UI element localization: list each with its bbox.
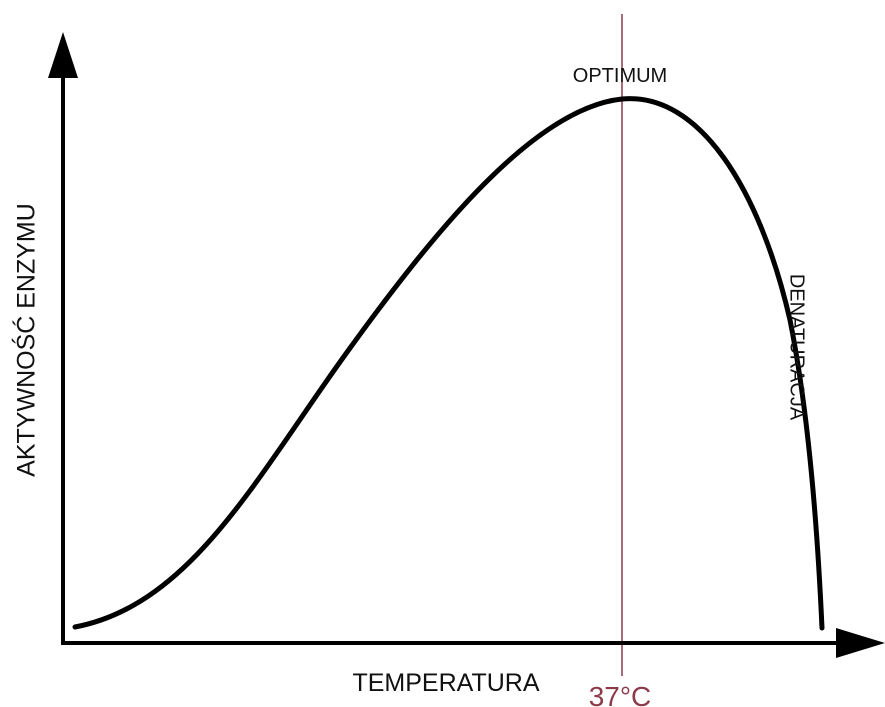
x-axis-label: TEMPERATURA [352,669,539,697]
y-axis-label: AKTYWNOŚĆ ENZYMU [11,203,41,477]
x-axis-arrow [836,628,885,658]
temperature-marker-label: 37°C [589,681,652,707]
denaturation-label: DENATURACJA [786,274,808,421]
y-axis-arrow [48,32,78,78]
optimum-label: OPTIMUM [573,65,667,87]
activity-curve [72,96,825,631]
